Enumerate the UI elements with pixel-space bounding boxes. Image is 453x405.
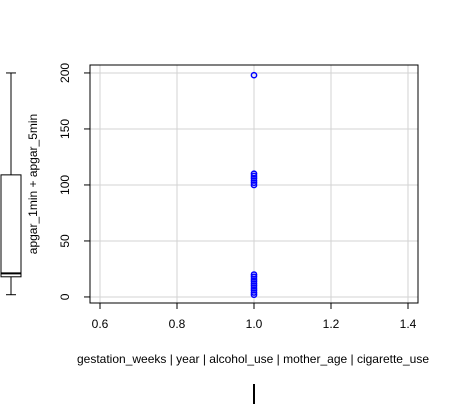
x-tick-label: 0.6 bbox=[92, 317, 109, 331]
point bbox=[250, 179, 258, 187]
y-tick-label: 100 bbox=[58, 175, 72, 195]
x-tick-label: 0.8 bbox=[169, 317, 186, 331]
point bbox=[250, 71, 258, 79]
y-tick-label: 50 bbox=[58, 234, 72, 248]
y-tick-label: 200 bbox=[58, 63, 72, 83]
point bbox=[250, 289, 258, 296]
x-tick-label: 1.2 bbox=[323, 317, 340, 331]
y-tick-label: 0 bbox=[58, 293, 72, 300]
plot-frame bbox=[89, 64, 419, 304]
point bbox=[250, 181, 258, 189]
y-tick-label: 150 bbox=[58, 119, 72, 139]
x-tick-label: 1.0 bbox=[246, 317, 263, 331]
x-axis-label: gestation_weeks | year | alcohol_use | m… bbox=[77, 352, 429, 366]
y-axis-label: apgar_1min + apgar_5min bbox=[26, 114, 40, 254]
x-tick-label: 1.4 bbox=[400, 317, 417, 331]
point bbox=[250, 291, 258, 299]
box bbox=[0, 174, 22, 278]
